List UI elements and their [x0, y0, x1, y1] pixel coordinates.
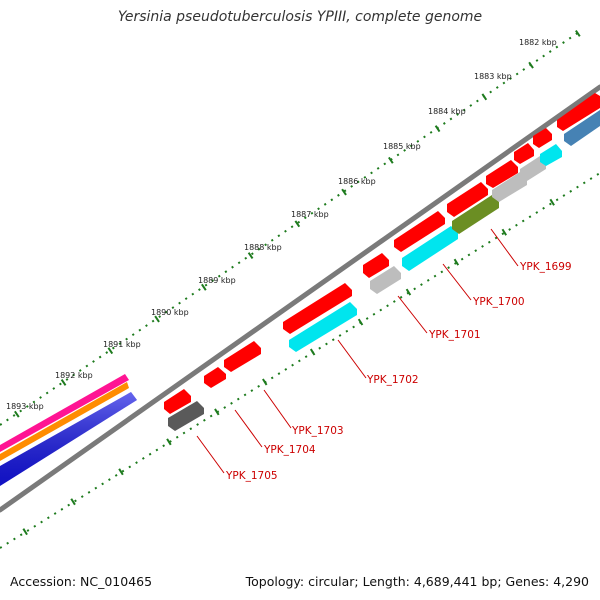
- ruler-label: 1883 kbp: [474, 72, 512, 81]
- inner-major-tick: [357, 318, 364, 326]
- gene-leader-lines: [196, 228, 519, 474]
- feature-steelblue[interactable]: [564, 110, 600, 146]
- feature-band-orange[interactable]: [0, 382, 129, 461]
- outer-major-tick: [154, 315, 160, 323]
- outer-major-tick: [294, 220, 301, 228]
- feature-band-blue-shade: [0, 392, 137, 486]
- gene-label-ypk-1701[interactable]: YPK_1701: [428, 329, 481, 341]
- feature-cyan-2[interactable]: [402, 226, 458, 271]
- outer-major-tick: [434, 125, 441, 133]
- inner-major-tick: [262, 378, 268, 386]
- gene-label-ypk-1703[interactable]: YPK_1703: [291, 425, 344, 437]
- feature-cyan-3[interactable]: [540, 144, 562, 166]
- ruler-labels: 1882 kbp 1883 kbp 1884 kbp 1885 kbp 1886 kbp…: [6, 38, 557, 411]
- accession-label: Accession: NC_010465: [10, 574, 153, 589]
- feature-darkgray[interactable]: [168, 401, 204, 431]
- gene-label-ypk-1699[interactable]: YPK_1699: [519, 261, 572, 273]
- ruler-label: 1892 kbp: [55, 371, 93, 380]
- ruler-label: 1890 kbp: [151, 308, 189, 317]
- outer-ruler-ticks: [14, 29, 581, 418]
- ruler-label: 1889 kbp: [198, 276, 236, 285]
- gene-label-ypk-1705[interactable]: YPK_1705: [225, 470, 278, 482]
- outer-major-tick: [14, 410, 20, 418]
- outer-major-tick: [481, 93, 488, 101]
- outer-ruler-track: [0, 29, 583, 426]
- ruler-label: 1885 kbp: [383, 142, 421, 151]
- ruler-label: 1888 kbp: [244, 243, 282, 252]
- inner-major-tick: [453, 258, 460, 266]
- gene-block-extra-3[interactable]: [557, 93, 600, 131]
- genome-summary: Topology: circular; Length: 4,689,441 bp…: [245, 574, 589, 589]
- inner-major-tick: [214, 408, 220, 416]
- outer-major-tick: [388, 156, 394, 164]
- leader-ypk-1701: [397, 295, 428, 334]
- gene-block-ypk-1703[interactable]: [224, 341, 261, 372]
- gene-block-ypk-1699b[interactable]: [486, 160, 518, 188]
- gene-block-ypk-1701[interactable]: [363, 253, 389, 278]
- gene-block-ypk-1702[interactable]: [283, 283, 352, 334]
- gene-labels: YPK_1699 YPK_1700 YPK_1701 YPK_1702 YPK_…: [225, 261, 572, 482]
- inner-major-tick: [166, 438, 172, 446]
- inner-ruler-ticks: [22, 198, 555, 536]
- ruler-label: 1882 kbp: [519, 38, 557, 47]
- inner-ruler-track: [0, 172, 600, 549]
- left-feature-bands[interactable]: [0, 374, 137, 486]
- outer-major-tick: [247, 252, 254, 259]
- ruler-label: 1893 kbp: [6, 402, 44, 411]
- outer-major-tick: [575, 29, 581, 37]
- gene-block-ypk-1699a[interactable]: [447, 182, 488, 217]
- inner-major-tick: [118, 468, 124, 476]
- feature-cyan-large[interactable]: [289, 302, 357, 352]
- forward-strand-features[interactable]: [164, 93, 600, 414]
- inner-major-tick: [309, 348, 316, 356]
- leader-ypk-1705: [196, 435, 225, 474]
- leader-ypk-1703: [263, 389, 292, 429]
- gene-label-ypk-1704[interactable]: YPK_1704: [263, 444, 316, 456]
- gene-label-ypk-1702[interactable]: YPK_1702: [366, 374, 419, 386]
- gene-block-extra-1[interactable]: [514, 143, 534, 164]
- inner-major-tick: [70, 498, 76, 506]
- genome-backbone: [0, 84, 600, 513]
- gene-block-ypk-1705[interactable]: [164, 389, 191, 414]
- ruler-label: 1891 kbp: [103, 340, 141, 349]
- inner-major-tick: [405, 288, 412, 296]
- ruler-label: 1887 kbp: [291, 210, 329, 219]
- inner-major-tick: [549, 198, 555, 206]
- inner-major-tick: [22, 528, 28, 536]
- gene-block-ypk-1704[interactable]: [204, 367, 226, 388]
- outer-major-tick: [528, 61, 534, 69]
- feature-gray-1[interactable]: [370, 266, 401, 294]
- outer-major-tick: [341, 188, 347, 196]
- gene-label-ypk-1700[interactable]: YPK_1700: [472, 296, 525, 308]
- map-title: Yersinia pseudotuberculosis YPIII, compl…: [117, 9, 483, 25]
- feature-gray-3[interactable]: [520, 156, 546, 181]
- gene-block-ypk-1700[interactable]: [394, 211, 445, 252]
- outer-major-tick: [60, 378, 67, 386]
- gene-block-extra-2[interactable]: [533, 128, 552, 148]
- leader-ypk-1702: [337, 339, 367, 379]
- leader-ypk-1704: [234, 409, 263, 448]
- outer-major-tick: [201, 283, 207, 291]
- outer-major-tick: [107, 347, 114, 355]
- feature-band-magenta[interactable]: [0, 374, 129, 452]
- ruler-label: 1884 kbp: [428, 107, 466, 116]
- ruler-label: 1886 kbp: [338, 177, 376, 186]
- feature-gray-2[interactable]: [492, 172, 527, 202]
- leader-ypk-1700: [442, 263, 472, 301]
- feature-olive[interactable]: [452, 195, 499, 234]
- inner-major-tick: [501, 228, 507, 236]
- reverse-strand-features[interactable]: [168, 110, 600, 431]
- leader-ypk-1699: [490, 228, 519, 267]
